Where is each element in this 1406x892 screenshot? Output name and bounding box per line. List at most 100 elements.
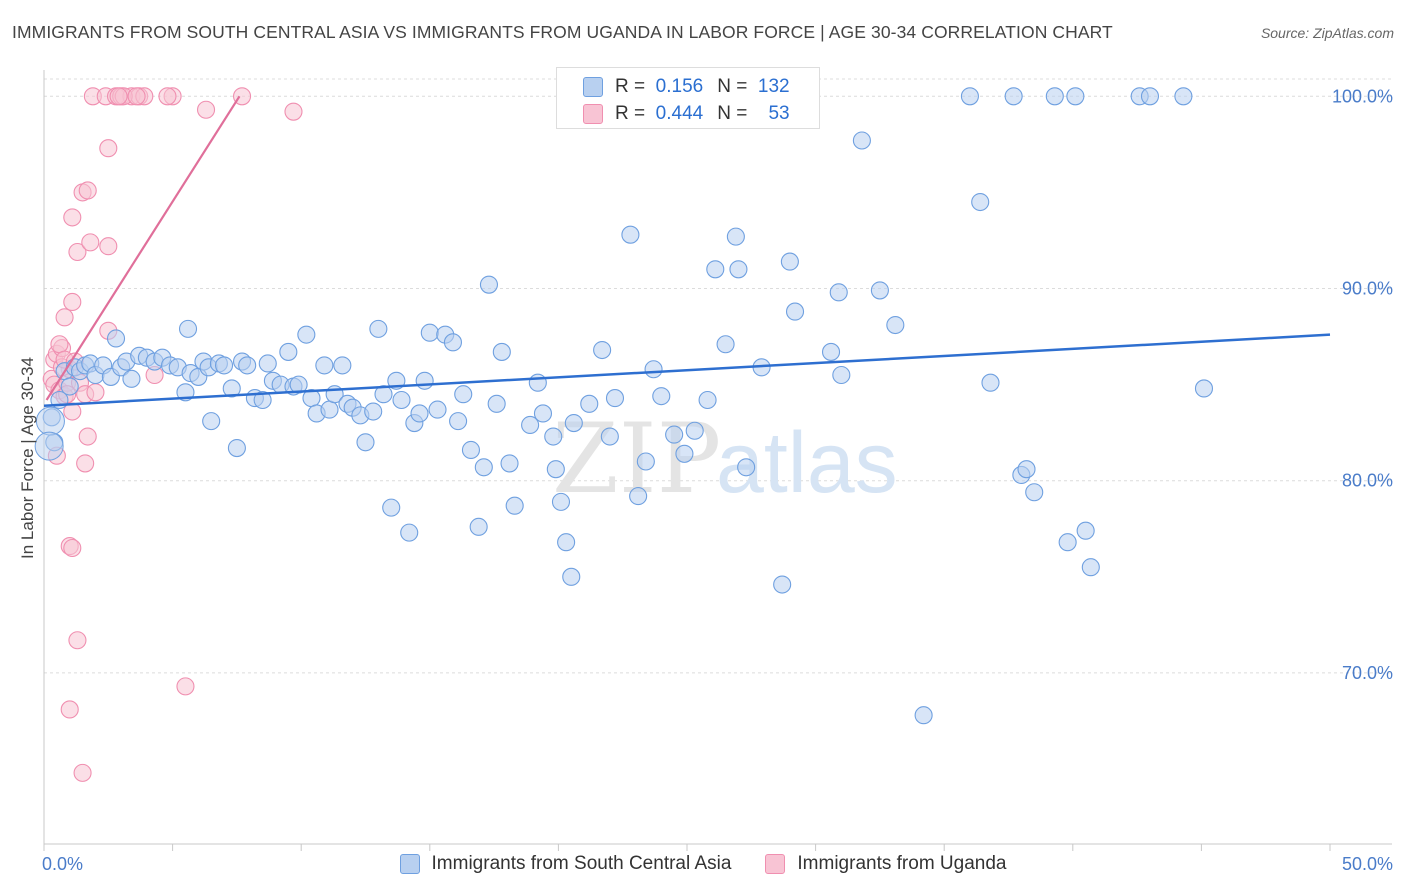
legend-item-south-central-asia[interactable]: Immigrants from South Central Asia xyxy=(399,853,732,875)
south-central-asia-point xyxy=(665,425,684,444)
uganda-point xyxy=(196,100,216,119)
legend-label: Immigrants from Uganda xyxy=(797,853,1007,874)
legend-swatch-pink xyxy=(583,104,603,124)
south-central-asia-point xyxy=(852,131,871,150)
south-central-asia-point xyxy=(644,360,663,379)
south-central-asia-point xyxy=(410,404,429,423)
uganda-point xyxy=(78,427,97,446)
legend-swatch-blue xyxy=(399,854,420,874)
south-central-asia-point xyxy=(1004,87,1023,106)
south-central-asia-point xyxy=(420,323,439,342)
south-central-asia-point xyxy=(706,260,725,279)
south-central-asia-point xyxy=(636,452,655,471)
south-central-asia-point xyxy=(580,394,599,413)
south-central-asia-trend-line xyxy=(43,333,1331,408)
series-legend: Immigrants from South Central Asia Immig… xyxy=(0,851,1406,877)
south-central-asia-point xyxy=(333,356,352,375)
uganda-point xyxy=(68,242,87,262)
south-central-asia-point xyxy=(773,575,792,594)
south-central-asia-point xyxy=(1194,379,1214,398)
legend-swatch-pink xyxy=(765,854,786,874)
south-central-asia-point xyxy=(971,192,990,212)
south-central-asia-point xyxy=(914,706,933,725)
south-central-asia-point xyxy=(726,227,745,246)
legend-swatch-blue xyxy=(583,77,603,97)
south-central-asia-point xyxy=(382,498,401,517)
uganda-point xyxy=(50,335,69,354)
south-central-asia-point xyxy=(1140,87,1160,106)
y-tick-label: 70.0% xyxy=(1342,663,1393,683)
south-central-asia-point xyxy=(551,492,571,511)
y-tick-label: 80.0% xyxy=(1342,471,1393,491)
south-central-asia-point xyxy=(454,385,473,404)
trend-lines xyxy=(43,95,1331,408)
south-central-asia-point xyxy=(222,379,241,398)
legend-n-value: 132 xyxy=(757,76,790,97)
south-central-asia-point xyxy=(544,427,563,446)
uganda-point xyxy=(86,383,105,402)
south-central-asia-point xyxy=(315,356,334,375)
uganda-point xyxy=(76,454,95,473)
chart-source: Source: ZipAtlas.com xyxy=(1260,25,1394,41)
south-central-asia-point xyxy=(122,369,141,388)
south-central-asia-point xyxy=(1066,87,1085,106)
south-central-asia-point xyxy=(461,440,481,460)
grid-lines xyxy=(44,78,1392,674)
south-central-asia-point xyxy=(886,315,905,335)
south-central-asia-point xyxy=(716,335,735,354)
south-central-asia-point xyxy=(1017,460,1036,479)
uganda-points xyxy=(42,87,303,782)
south-central-asia-point xyxy=(487,394,506,413)
y-tick-label: 100.0% xyxy=(1332,86,1393,106)
y-tick-label: 90.0% xyxy=(1342,279,1393,299)
south-central-asia-point xyxy=(492,342,511,361)
south-central-asia-point xyxy=(320,400,339,419)
uganda-point xyxy=(55,308,74,327)
uganda-point xyxy=(99,237,118,256)
south-central-asia-point xyxy=(392,390,411,410)
uganda-point xyxy=(73,763,92,782)
south-central-asia-point xyxy=(289,375,308,394)
legend-r-label: R = xyxy=(615,76,646,97)
south-central-asia-point xyxy=(1045,87,1064,106)
uganda-point xyxy=(78,181,97,200)
south-central-asia-point xyxy=(981,373,1000,392)
south-central-asia-point xyxy=(297,325,316,344)
legend-label: Immigrants from South Central Asia xyxy=(431,853,732,874)
x-tick-label: 0.0% xyxy=(42,854,83,874)
south-central-asia-point xyxy=(400,523,419,542)
legend-n-label: N = xyxy=(717,76,748,97)
south-central-asia-point xyxy=(621,225,640,244)
south-central-asia-point xyxy=(279,342,298,361)
south-central-asia-point xyxy=(258,354,277,373)
south-central-asia-point xyxy=(500,454,519,473)
legend-row-uganda: R = 0.444 N = 53 xyxy=(583,101,790,127)
correlation-legend: R = 0.156 N = 132 R = 0.444 N = 53 xyxy=(556,67,820,129)
south-central-asia-point xyxy=(870,281,889,300)
uganda-point xyxy=(127,87,146,106)
south-central-asia-point xyxy=(474,458,493,477)
uganda-point xyxy=(109,87,128,106)
south-central-asia-point xyxy=(821,342,841,361)
uganda-point xyxy=(176,677,195,696)
south-central-asia-point xyxy=(780,252,799,271)
legend-r-value: 0.156 xyxy=(655,76,704,97)
south-central-asia-point xyxy=(729,260,748,279)
south-central-asia-point xyxy=(374,385,393,404)
south-central-asia-point xyxy=(60,377,79,396)
uganda-point xyxy=(284,102,303,121)
south-central-asia-point xyxy=(469,517,488,536)
x-tick-label: 50.0% xyxy=(1342,854,1393,874)
legend-item-uganda[interactable]: Immigrants from Uganda xyxy=(765,853,1006,875)
south-central-asia-cluster-point xyxy=(35,406,65,436)
south-central-asia-point xyxy=(521,415,540,435)
south-central-asia-point xyxy=(600,427,619,446)
south-central-asia-point xyxy=(415,371,434,390)
south-central-asia-point xyxy=(593,340,612,360)
south-central-asia-point xyxy=(546,460,565,479)
uganda-point xyxy=(158,87,177,106)
south-central-asia-point xyxy=(675,444,694,463)
uganda-point xyxy=(60,700,79,719)
south-central-asia-cluster-point xyxy=(34,431,64,461)
